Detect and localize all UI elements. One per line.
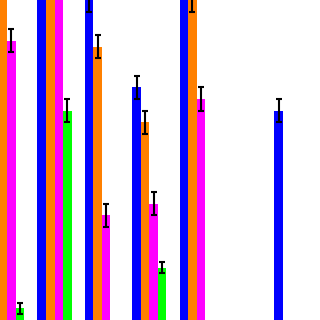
Bar [85, 0, 93, 320]
Bar [188, 0, 197, 320]
Bar [46, 0, 54, 320]
Bar [7, 41, 16, 320]
Bar [102, 215, 110, 320]
Bar [16, 308, 24, 320]
Bar [149, 204, 158, 320]
Bar [180, 0, 188, 320]
Bar [0, 0, 7, 320]
Bar [197, 99, 205, 320]
Bar [93, 46, 102, 320]
Bar [54, 0, 63, 320]
Bar [141, 122, 149, 320]
Bar [275, 110, 283, 320]
Bar [63, 110, 72, 320]
Bar [158, 268, 166, 320]
Bar [37, 0, 46, 320]
Bar [132, 87, 141, 320]
